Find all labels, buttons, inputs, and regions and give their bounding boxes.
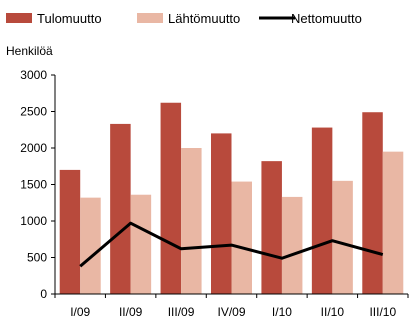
x-tick-label: II/10 — [321, 305, 345, 319]
bar-lähtömuutto-I/09 — [80, 197, 101, 294]
bar-lähtömuutto-III/09 — [181, 148, 202, 294]
y-tick-label: 1000 — [20, 214, 47, 228]
x-tick-label: IV/09 — [217, 305, 245, 319]
legend-label-lähtömuutto: Lähtömuutto — [168, 11, 240, 26]
y-axis: 0 500 1000 1500 2000 2500 3000 — [20, 68, 56, 301]
x-tick-label: I/10 — [272, 305, 292, 319]
legend-swatch-tulomuutto — [6, 13, 32, 23]
x-tick-label: III/10 — [369, 305, 396, 319]
bar-tulomuutto-I/09 — [59, 169, 81, 294]
y-tick-label: 2500 — [20, 105, 47, 119]
bar-lähtömuutto-III/10 — [382, 151, 404, 294]
y-tick-label: 500 — [27, 251, 47, 265]
bar-lähtömuutto-IV/09 — [231, 181, 252, 294]
x-tick-label: III/09 — [168, 305, 195, 319]
bar-tulomuutto-III/10 — [362, 112, 383, 294]
y-tick-label: 2000 — [20, 141, 47, 155]
x-axis: I/09 II/09 III/09 IV/09 I/10 II/10 III/10 — [54, 293, 409, 319]
bars — [59, 102, 404, 295]
bar-tulomuutto-I/10 — [261, 161, 282, 294]
x-tick-label: I/09 — [70, 305, 90, 319]
x-tick-label: II/09 — [119, 305, 143, 319]
legend: Tulomuutto Lähtömuutto Nettomuutto — [6, 11, 362, 26]
y-tick-label: 0 — [40, 287, 47, 301]
y-tick-label: 1500 — [20, 178, 47, 192]
legend-label-tulomuutto: Tulomuutto — [37, 11, 102, 26]
legend-swatch-lähtömuutto — [137, 13, 163, 23]
net-line — [79, 221, 384, 268]
bar-tulomuutto-III/09 — [160, 102, 182, 295]
legend-label-nettomuutto: Nettomuutto — [291, 11, 362, 26]
bar-lähtömuutto-I/10 — [281, 196, 303, 294]
bar-tulomuutto-II/10 — [311, 127, 333, 294]
bar-lähtömuutto-II/09 — [130, 194, 152, 294]
y-tick-label: 3000 — [20, 68, 47, 82]
y-axis-label: Henkilöä — [6, 44, 53, 58]
line-nettomuutto — [79, 221, 384, 268]
bar-tulomuutto-II/09 — [110, 123, 131, 294]
bar-lähtömuutto-II/10 — [332, 180, 353, 294]
bar-tulomuutto-IV/09 — [211, 133, 232, 294]
